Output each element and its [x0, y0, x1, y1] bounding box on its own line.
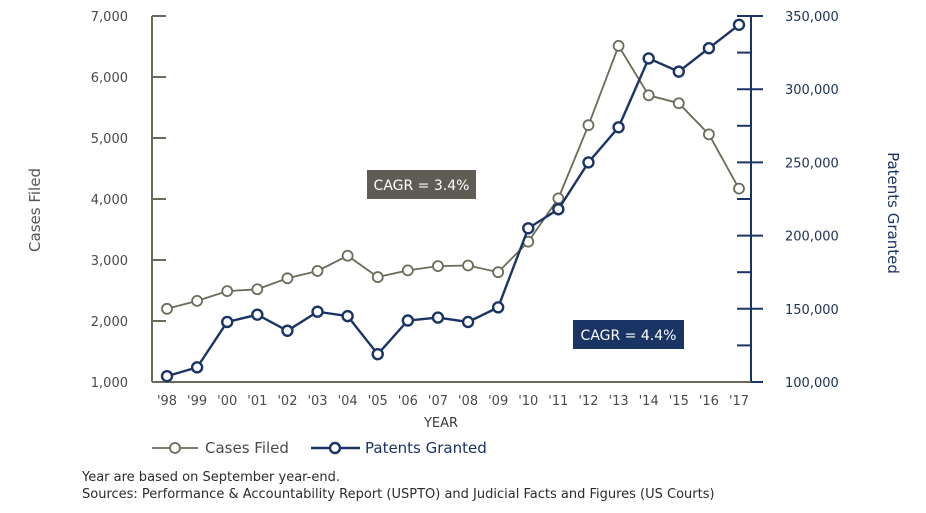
- data-point-patents-granted: [371, 347, 384, 361]
- cagr-box: [573, 320, 684, 349]
- data-point-patents-granted: [251, 308, 264, 321]
- data-point-cases-filed: [492, 266, 505, 279]
- data-point-patents-granted: [612, 121, 625, 134]
- x-axis-tick-label: '13: [609, 394, 629, 409]
- data-point-patents-granted: [160, 369, 174, 383]
- data-point-cases-filed: [281, 272, 294, 285]
- data-point-cases-filed: [612, 39, 625, 52]
- cagr-label: CAGR = 4.4%: [581, 328, 677, 344]
- footnote-sources: Sources: Performance & Accountability Re…: [82, 487, 715, 502]
- data-point-cases-filed: [582, 119, 595, 132]
- x-axis-tick-label: '16: [699, 394, 719, 409]
- data-point-patents-granted: [221, 315, 234, 329]
- data-point-cases-filed: [251, 283, 264, 296]
- data-point-cases-filed: [432, 260, 444, 273]
- x-axis-tick-label: '17: [729, 394, 749, 409]
- data-point-patents-granted: [461, 315, 475, 329]
- right-axis-tick-label: 200,000: [785, 230, 839, 245]
- data-point-patents-granted: [642, 52, 655, 65]
- legend-marker-cases-filed: [169, 442, 181, 454]
- data-point-patents-granted: [341, 309, 354, 323]
- data-point-cases-filed: [371, 271, 384, 283]
- data-point-patents-granted: [311, 305, 324, 318]
- data-point-patents-granted: [281, 324, 294, 337]
- data-point-cases-filed: [311, 265, 324, 277]
- right-axis-tick-label: 350,000: [785, 10, 839, 25]
- legend-label-patents-granted: Patents Granted: [365, 439, 487, 457]
- x-axis-tick-label: '03: [307, 394, 327, 409]
- data-point-cases-filed: [642, 89, 655, 102]
- x-axis-tick-label: '01: [247, 394, 267, 409]
- x-axis-tick-label: '08: [458, 394, 478, 409]
- data-point-patents-granted: [190, 361, 204, 374]
- data-point-patents-granted: [702, 42, 716, 55]
- x-axis-tick-label: '98: [157, 394, 177, 409]
- x-axis-tick-label: '07: [428, 394, 448, 409]
- x-axis-tick-label: '09: [488, 394, 508, 409]
- data-point-patents-granted: [582, 156, 595, 169]
- cagr-box: [367, 170, 476, 199]
- x-axis-tick-label: '06: [398, 394, 418, 409]
- right-axis-tick-label: 250,000: [785, 156, 839, 171]
- data-point-patents-granted: [401, 314, 415, 327]
- data-point-patents-granted: [672, 65, 685, 78]
- data-point-cases-filed: [161, 302, 173, 315]
- left-axis-tick-label: 7,000: [91, 10, 128, 25]
- data-point-patents-granted: [491, 301, 505, 314]
- right-axis-title: Patents Granted: [884, 152, 902, 274]
- x-axis-tick-label: '05: [368, 394, 388, 409]
- x-axis-tick-label: '11: [548, 394, 568, 409]
- x-axis-tick-label: '04: [338, 394, 358, 409]
- data-point-patents-granted: [522, 222, 535, 235]
- data-point-cases-filed: [341, 249, 354, 262]
- left-axis-tick-label: 3,000: [91, 254, 128, 269]
- footnote-year-end: Year are based on September year-end.: [82, 470, 340, 485]
- data-point-patents-granted: [552, 203, 565, 216]
- left-axis-tick-label: 4,000: [91, 193, 128, 208]
- left-axis-tick-label: 1,000: [91, 376, 128, 391]
- legend-marker-patents-granted: [328, 441, 342, 455]
- legend-label-cases-filed: Cases Filed: [205, 439, 289, 457]
- data-point-cases-filed: [733, 182, 745, 195]
- x-axis-tick-label: '00: [217, 394, 237, 409]
- data-point-patents-granted: [431, 311, 445, 324]
- x-axis-tick-label: '12: [578, 394, 598, 409]
- data-point-patents-granted: [732, 18, 746, 31]
- right-axis-tick-label: 150,000: [785, 303, 839, 318]
- data-point-cases-filed: [221, 285, 234, 298]
- left-axis-tick-label: 2,000: [91, 315, 128, 330]
- data-point-cases-filed: [462, 259, 474, 272]
- left-axis-tick-label: 6,000: [91, 71, 128, 86]
- right-axis-tick-label: 100,000: [785, 376, 839, 391]
- right-axis-tick-label: 300,000: [785, 83, 839, 98]
- x-axis-tick-label: '15: [669, 394, 689, 409]
- x-axis-tick-label: '14: [639, 394, 659, 409]
- x-axis-title: YEAR: [423, 416, 458, 431]
- data-point-cases-filed: [401, 264, 414, 277]
- left-axis-title: Cases Filed: [26, 168, 44, 252]
- x-axis-tick-label: '02: [277, 394, 297, 409]
- cagr-label: CAGR = 3.4%: [374, 178, 470, 194]
- x-axis-tick-label: '10: [518, 394, 538, 409]
- x-axis-tick-label: '99: [187, 394, 207, 409]
- left-axis-tick-label: 5,000: [91, 132, 128, 147]
- data-point-cases-filed: [702, 128, 715, 141]
- data-point-cases-filed: [672, 97, 685, 110]
- data-point-cases-filed: [191, 294, 204, 307]
